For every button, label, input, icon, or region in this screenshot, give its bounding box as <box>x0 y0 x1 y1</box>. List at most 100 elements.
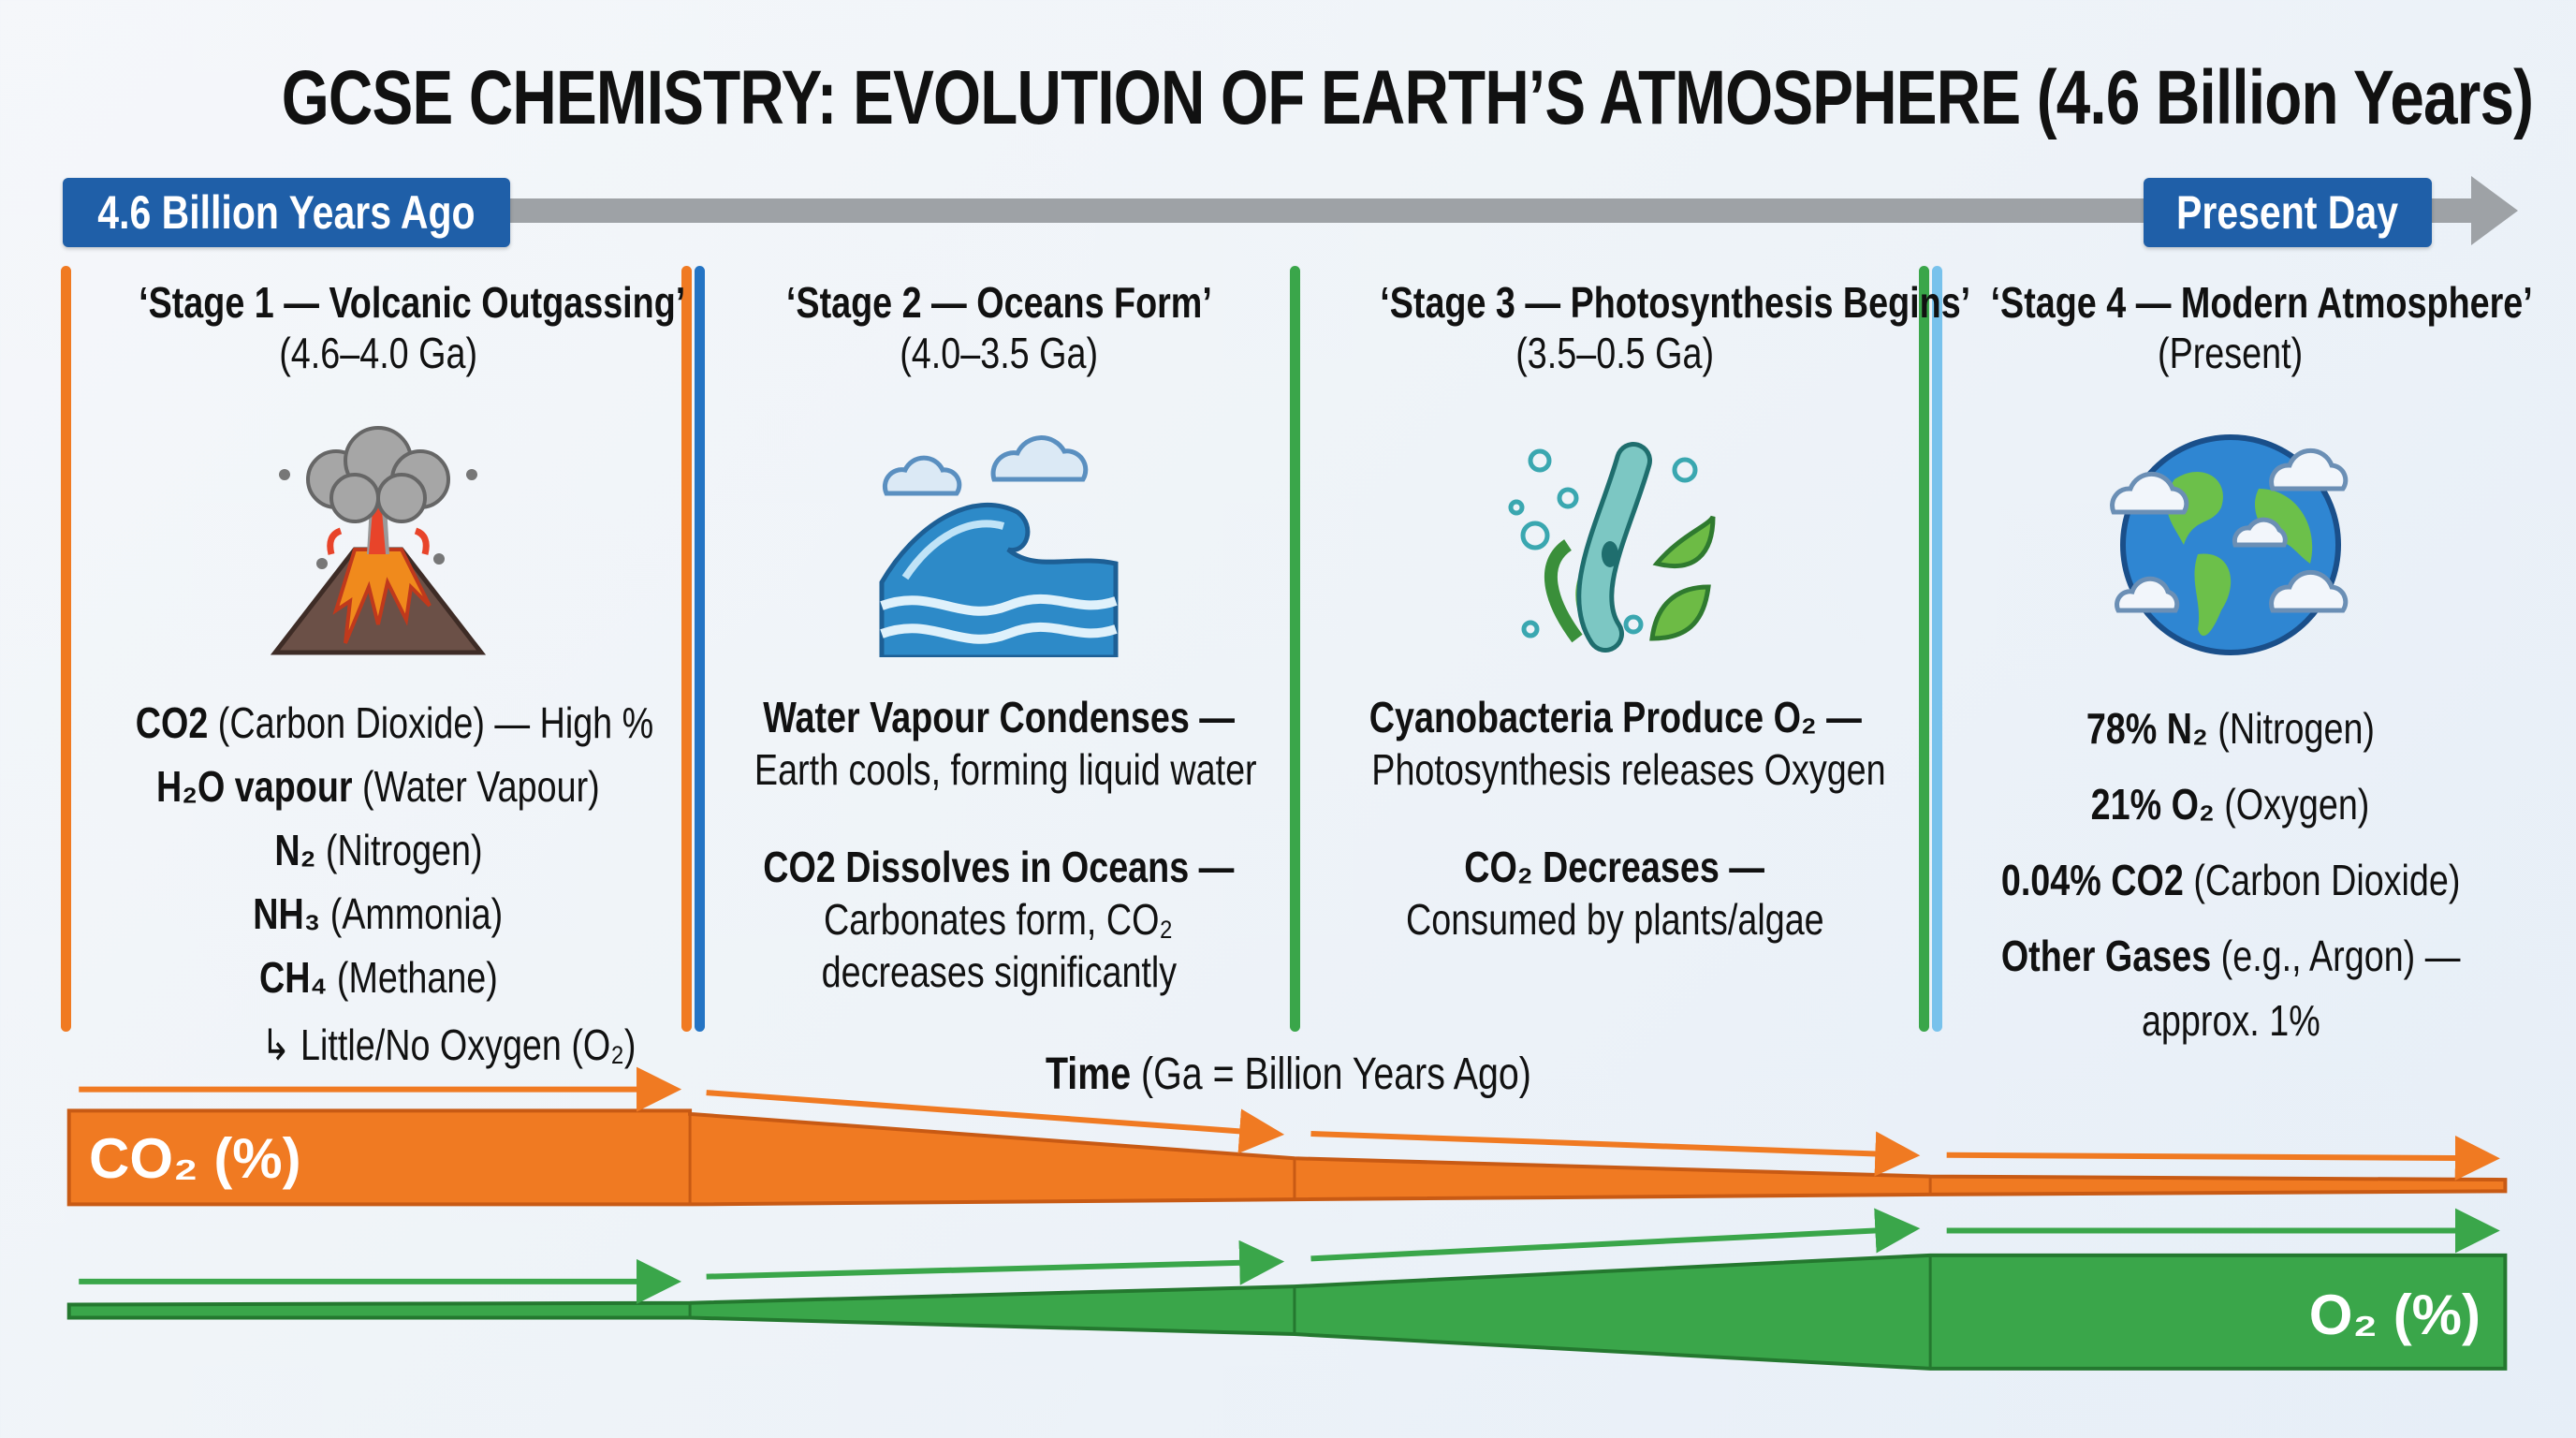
stage-title-text: ‘Stage 2 — Oceans Form’ <box>786 277 1212 328</box>
timeline-arrow-head-icon <box>2471 176 2518 245</box>
body-text: decreases significantly <box>821 947 1177 996</box>
description: approx. 1% <box>2141 996 2320 1045</box>
detail-heading-text: Water Vapour Condenses — <box>763 691 1235 743</box>
gas-line: 78% N₂ (Nitrogen) <box>1931 691 2530 767</box>
description: (Carbon Dioxide) — High % <box>208 698 654 747</box>
heading-text: CO₂ Decreases — <box>1464 843 1765 891</box>
stage-date: (Present) <box>1931 328 2530 378</box>
gas-line-text: Other Gases (e.g., Argon) — <box>2001 918 2461 994</box>
stage-date: (4.0–3.5 Ga) <box>699 328 1298 378</box>
formula: H₂O vapour <box>156 762 353 811</box>
page-title: GCSE CHEMISTRY: EVOLUTION OF EARTH’S ATM… <box>281 55 2534 140</box>
o2-band <box>66 1253 2508 1371</box>
detail-heading-text: CO₂ Decreases — <box>1465 841 1765 893</box>
stage-date-text: (4.0–3.5 Ga) <box>900 328 1098 378</box>
stage-title: ‘Stage 1 — Volcanic Outgassing’ <box>79 277 685 328</box>
gas-line: Other Gases (e.g., Argon) — <box>1931 918 2530 994</box>
formula: NH₃ <box>253 889 321 938</box>
stage-title-text: ‘Stage 3 — Photosynthesis Begins’ <box>1380 278 1971 327</box>
stage-title-text: ‘Stage 4 — Modern Atmosphere’ <box>1991 277 2533 328</box>
gas-line: 21% O₂ (Oxygen) <box>1931 767 2530 843</box>
detail-heading: CO2 Dissolves in Oceans — <box>699 841 1298 893</box>
heading-text: Cyanobacteria Produce O₂ — <box>1368 693 1862 741</box>
stage-details: 78% N₂ (Nitrogen) 21% O₂ (Oxygen) 0.04% CO… <box>1931 691 2530 1047</box>
detail-heading-text: CO2 Dissolves in Oceans — <box>763 841 1234 893</box>
detail-heading-text: Cyanobacteria Produce O₂ — <box>1369 691 1862 743</box>
gas-line-text: 0.04% CO2 (Carbon Dioxide) <box>2001 843 2461 918</box>
detail-heading: CO₂ Decreases — <box>1315 841 1914 893</box>
description: (Nitrogen) <box>315 826 483 874</box>
timeline-start-label: 4.6 Billion Years Ago <box>63 178 510 247</box>
detail-body: Earth cools, forming liquid water <box>699 743 1298 796</box>
formula: Other Gases <box>2000 932 2212 980</box>
detail-heading: Water Vapour Condenses — <box>699 691 1298 743</box>
gas-line-text: CO2 (Carbon Dioxide) — High % <box>136 691 653 755</box>
stage-3-column: ‘Stage 3 — Photosynthesis Begins’ (3.5–0.… <box>1315 277 1970 946</box>
gas-line-text: 21% O₂ (Oxygen) <box>2091 767 2370 843</box>
gas-line: NH₃ (Ammonia) <box>79 882 678 946</box>
formula: CO2 <box>135 698 209 747</box>
stage-title: ‘Stage 2 — Oceans Form’ <box>699 277 1298 328</box>
stage-date-text: (3.5–0.5 Ga) <box>1515 328 1714 378</box>
co2-band <box>66 1108 2508 1207</box>
stage3-right-divider <box>1919 266 1929 1032</box>
o2-arrow <box>706 1240 1285 1285</box>
detail-body-text: Consumed by plants/algae <box>1406 893 1824 946</box>
co2-arrow <box>1310 1130 1921 1177</box>
stage4-left-divider <box>1932 266 1942 1032</box>
stage-title: ‘Stage 3 — Photosynthesis Begins’ <box>1315 277 1970 328</box>
gas-line-text: H₂O vapour (Water Vapour) <box>156 755 600 818</box>
gas-line-text: approx. 1% <box>2142 994 2320 1047</box>
timeline-end-label: Present Day <box>2144 178 2432 247</box>
description: (Nitrogen) <box>2207 704 2376 753</box>
detail-body: Photosynthesis releases Oxygen <box>1315 743 1914 796</box>
gas-line-text: 78% N₂ (Nitrogen) <box>2086 691 2375 767</box>
gas-line-text: NH₃ (Ammonia) <box>254 882 504 946</box>
o2-arrow <box>1310 1208 1921 1262</box>
ocean-wave-icon <box>879 435 1119 657</box>
detail-heading: Cyanobacteria Produce O₂ — <box>1315 691 1914 743</box>
stage3-left-divider <box>1290 266 1300 1032</box>
formula: 21% O₂ <box>2091 780 2216 829</box>
stage-title: ‘Stage 4 — Modern Atmosphere’ <box>1931 277 2533 328</box>
gas-line: CH₄ (Methane) <box>79 946 678 1009</box>
detail-body-text: Photosynthesis releases Oxygen <box>1371 743 1885 796</box>
detail-body-text: Earth cools, forming liquid water <box>754 743 1257 796</box>
volcano-icon <box>270 426 487 655</box>
stage-date: (4.6–4.0 Ga) <box>79 328 678 378</box>
stage-date-text: (3.5–0.5 Ga) <box>1515 329 1714 377</box>
stage-details: CO2 (Carbon Dioxide) — High % H₂O vapour … <box>79 691 678 1080</box>
gas-line-text: CH₄ (Methane) <box>259 946 498 1009</box>
description: (Water Vapour) <box>352 762 600 811</box>
description: ↳ Little/No Oxygen (O₂) <box>260 1020 637 1069</box>
detail-body: Carbonates form, CO₂ <box>699 893 1298 946</box>
heading-text: CO2 Dissolves in Oceans — <box>763 843 1235 891</box>
body-text: Carbonates form, CO₂ <box>824 895 1174 944</box>
detail-body: Consumed by plants/algae <box>1315 893 1914 946</box>
stage-date-text: (4.6–4.0 Ga) <box>279 328 477 378</box>
stage-1-column: ‘Stage 1 — Volcanic Outgassing’ (4.6–4.0 … <box>79 277 685 1080</box>
formula: 0.04% CO2 <box>2000 856 2184 904</box>
stage-title-text: ‘Stage 2 — Oceans Form’ <box>785 278 1212 327</box>
stage2-left-divider <box>695 266 705 1032</box>
body-text: Photosynthesis releases Oxygen <box>1371 745 1886 794</box>
gas-line-text: ↳ Little/No Oxygen (O₂) <box>261 1009 637 1080</box>
description: (e.g., Argon) — <box>2211 932 2461 980</box>
co2-band-label: CO₂ (%) <box>89 1127 301 1190</box>
gas-line-text: N₂ (Nitrogen) <box>274 818 482 882</box>
description: (Ammonia) <box>320 889 504 938</box>
gas-line: ↳ Little/No Oxygen (O₂) <box>79 1009 678 1080</box>
stage-date-text: (Present) <box>2158 328 2303 378</box>
stage-details: Cyanobacteria Produce O₂ — Photosynthesis… <box>1315 691 1914 946</box>
o2-band-label: O₂ (%) <box>2309 1284 2481 1346</box>
stage-title-text: ‘Stage 4 — Modern Atmosphere’ <box>1990 278 2533 327</box>
stage-4-column: ‘Stage 4 — Modern Atmosphere’ (Present) 7… <box>1931 277 2533 1047</box>
description: (Oxygen) <box>2215 780 2370 829</box>
earth-globe-icon <box>2110 434 2349 655</box>
stage1-left-divider <box>61 266 71 1032</box>
gas-line: 0.04% CO2 (Carbon Dioxide) <box>1931 843 2530 918</box>
time-axis-label: Time (Ga = Billion Years Ago) <box>1045 1049 1531 1099</box>
co2-arrow <box>706 1090 1285 1154</box>
stage-date-text: (Present) <box>2158 329 2304 377</box>
